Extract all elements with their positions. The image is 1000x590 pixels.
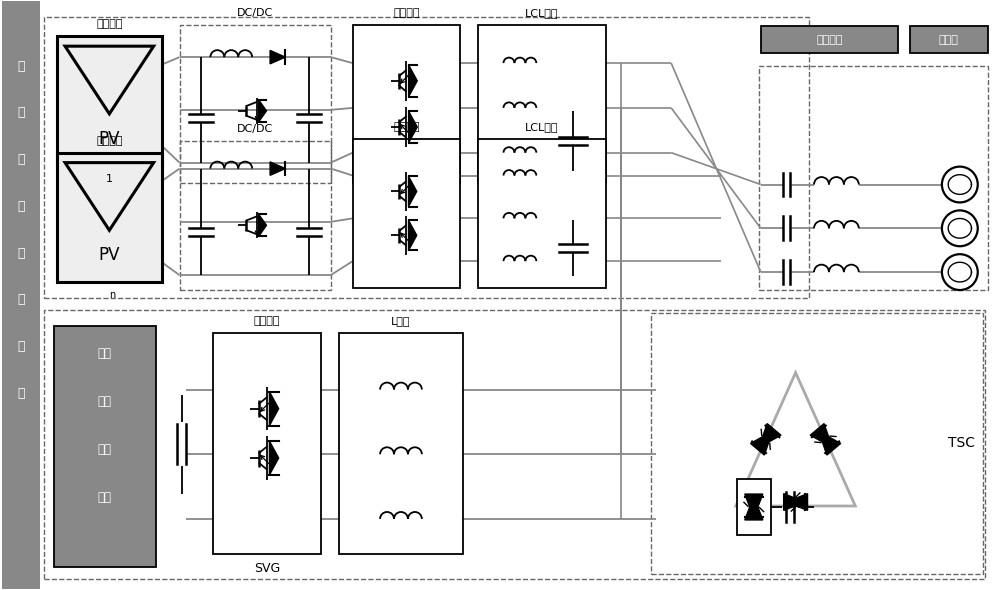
Polygon shape: [65, 46, 154, 114]
Polygon shape: [784, 494, 805, 510]
Text: 网: 网: [18, 200, 25, 213]
Text: 逆变电路: 逆变电路: [254, 316, 280, 326]
Text: 逆变电路: 逆变电路: [393, 8, 420, 18]
Text: 设备: 设备: [98, 490, 112, 503]
Polygon shape: [409, 176, 417, 206]
Polygon shape: [810, 424, 832, 447]
Text: LCL滤波: LCL滤波: [525, 122, 559, 132]
Bar: [54, 326, 156, 567]
Polygon shape: [786, 494, 808, 510]
Text: 无功: 无功: [98, 395, 112, 408]
Text: 统: 统: [18, 387, 25, 400]
Polygon shape: [409, 220, 417, 251]
Text: 光: 光: [18, 60, 25, 73]
Bar: [180, 25, 331, 182]
Polygon shape: [759, 424, 781, 447]
Text: 并: 并: [18, 153, 25, 166]
Text: 光伏阵列: 光伏阵列: [96, 136, 123, 146]
Bar: [44, 17, 809, 298]
Bar: [910, 27, 988, 53]
Polygon shape: [270, 162, 285, 175]
Polygon shape: [65, 163, 154, 230]
Text: 变: 变: [18, 293, 25, 306]
Text: 并联: 并联: [98, 348, 112, 360]
Text: 串补线路: 串补线路: [816, 35, 843, 45]
Text: PV: PV: [99, 130, 120, 148]
Text: LCL滤波: LCL滤波: [525, 8, 559, 18]
Bar: [57, 153, 162, 282]
Text: TSC: TSC: [948, 436, 975, 450]
Text: 逆变电路: 逆变电路: [393, 122, 420, 132]
Polygon shape: [819, 431, 841, 455]
Bar: [651, 313, 983, 573]
Text: n: n: [109, 290, 115, 300]
Bar: [761, 27, 898, 53]
Text: 系: 系: [18, 340, 25, 353]
Bar: [2, 1, 40, 589]
Text: 光伏阵列: 光伏阵列: [96, 19, 123, 30]
Text: DC/DC: DC/DC: [237, 8, 273, 18]
Polygon shape: [745, 494, 763, 517]
Bar: [339, 333, 463, 554]
Text: L滤波: L滤波: [391, 316, 411, 326]
Bar: [353, 139, 460, 288]
Bar: [759, 66, 988, 290]
Text: PV: PV: [99, 246, 120, 264]
Polygon shape: [259, 214, 266, 237]
Polygon shape: [259, 100, 266, 122]
Polygon shape: [269, 392, 279, 425]
Polygon shape: [409, 65, 417, 97]
Circle shape: [942, 166, 978, 202]
Bar: [213, 333, 321, 554]
Text: 伏: 伏: [18, 106, 25, 119]
Circle shape: [942, 211, 978, 246]
Text: 逆: 逆: [18, 247, 25, 260]
Polygon shape: [750, 431, 772, 455]
Text: 强电网: 强电网: [939, 35, 959, 45]
Text: 1: 1: [106, 173, 113, 183]
Bar: [57, 36, 162, 166]
Bar: [353, 25, 460, 182]
Polygon shape: [269, 441, 279, 475]
Polygon shape: [270, 50, 285, 64]
Bar: [180, 141, 331, 290]
Polygon shape: [745, 497, 763, 520]
Bar: [478, 139, 606, 288]
Circle shape: [942, 254, 978, 290]
Polygon shape: [409, 111, 417, 143]
Text: DC/DC: DC/DC: [237, 124, 273, 134]
Bar: [44, 310, 985, 579]
Bar: [478, 25, 606, 182]
Text: SVG: SVG: [254, 562, 280, 575]
Bar: [737, 479, 771, 535]
Text: 补偿: 补偿: [98, 442, 112, 455]
